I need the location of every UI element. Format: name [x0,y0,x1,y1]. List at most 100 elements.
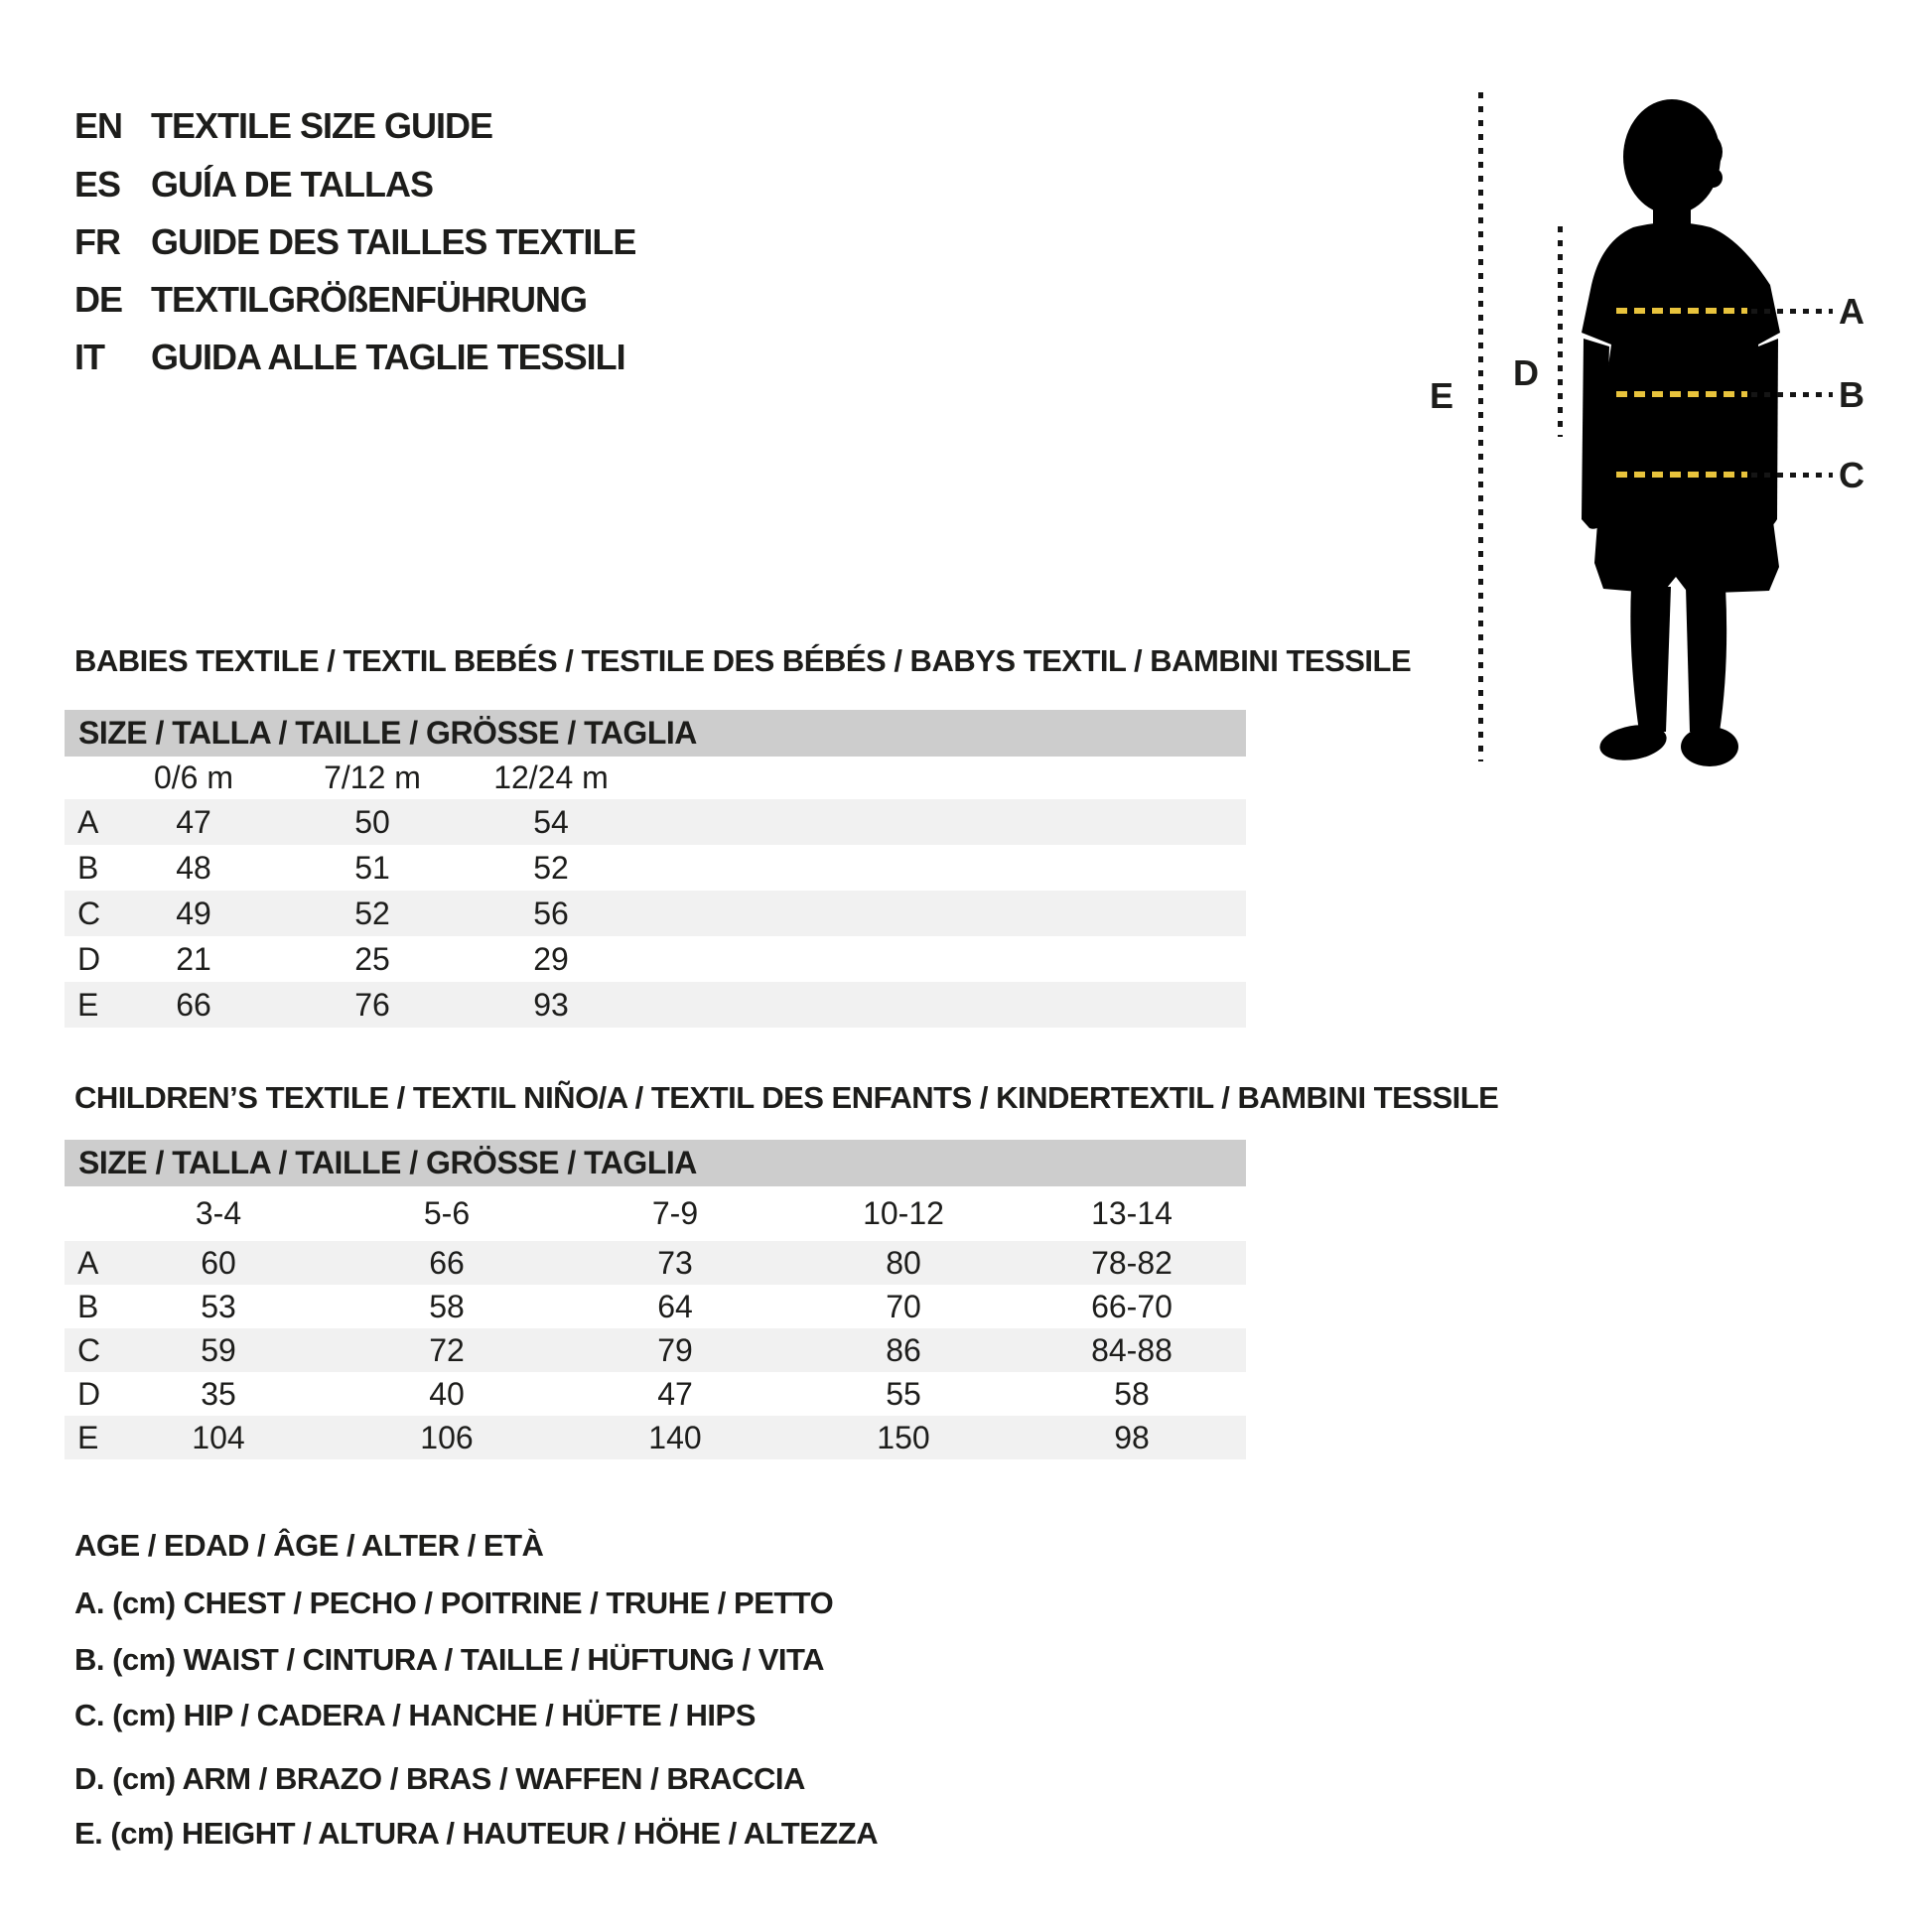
children-size-table: SIZE / TALLA / TAILLE / GRÖSSE / TAGLIA … [65,1140,1246,1459]
language-row-en: EN TEXTILE SIZE GUIDE [74,105,493,146]
column-header: 3-4 [195,1195,242,1231]
table-cell: 79 [657,1331,693,1368]
silhouette-head [1623,99,1721,214]
table-cell: 56 [533,895,569,931]
table-cell: 64 [657,1288,693,1324]
language-title: GUIDA ALLE TAGLIE TESSILI [151,337,626,377]
children-section-title: CHILDREN’S TEXTILE / TEXTIL NIÑO/A / TEX… [74,1080,1499,1115]
table-row: E 66 76 93 [65,982,1246,1028]
babies-section-title: BABIES TEXTILE / TEXTIL BEBÉS / TESTILE … [74,643,1412,678]
table-cell: 106 [420,1419,474,1455]
legend-height: E. (cm) HEIGHT / ALTURA / HAUTEUR / HÖHE… [74,1816,879,1851]
chest-measure-line-a [1616,308,1747,314]
language-code: ES [74,164,121,205]
silhouette-left-arm [1582,339,1609,529]
table-cell: 47 [657,1375,693,1412]
column-header: 7-9 [651,1195,699,1231]
table-row: B 48 51 52 [65,845,1246,891]
measure-label-d: D [1513,352,1539,393]
table-cell: 66 [176,986,211,1023]
table-row: B 53 58 64 70 66-70 [65,1285,1246,1328]
legend-arm: D. (cm) ARM / BRAZO / BRAS / WAFFEN / BR… [74,1761,805,1796]
table-row: C 49 52 56 [65,891,1246,936]
measure-label-e: E [1430,375,1454,416]
silhouette-shorts [1594,483,1779,594]
table-cell: 59 [201,1331,236,1368]
babies-size-header-bar: SIZE / TALLA / TAILLE / GRÖSSE / TAGLIA [65,710,1246,757]
measure-label-a: A [1839,291,1864,332]
silhouette-left-leg [1630,587,1671,732]
table-cell: 140 [648,1419,702,1455]
row-label: A [77,803,99,840]
row-label: D [77,1375,101,1412]
table-cell: 40 [429,1375,465,1412]
language-row-es: ES GUÍA DE TALLAS [74,164,434,205]
row-label: E [77,986,99,1023]
babies-size-table: SIZE / TALLA / TAILLE / GRÖSSE / TAGLIA … [65,710,1246,1028]
language-code: EN [74,105,123,146]
column-header: 10-12 [863,1195,944,1231]
row-label: E [77,1419,99,1455]
language-code: FR [74,221,121,262]
table-cell: 25 [354,940,390,977]
row-label: A [77,1244,99,1281]
table-cell: 53 [201,1288,236,1324]
row-label: D [77,940,101,977]
row-label: C [77,1331,101,1368]
waist-measure-leader-b [1751,392,1833,397]
table-cell: 58 [1114,1375,1150,1412]
legend-waist: B. (cm) WAIST / CINTURA / TAILLE / HÜFTU… [74,1642,825,1677]
table-row: A 47 50 54 [65,799,1246,845]
child-silhouette [1582,99,1780,766]
table-cell: 84-88 [1091,1331,1173,1368]
table-cell: 51 [354,849,390,886]
language-code: DE [74,279,123,320]
language-code: IT [74,337,105,377]
table-cell: 54 [533,803,569,840]
table-row: D 21 25 29 [65,936,1246,982]
table-cell: 76 [354,986,390,1023]
column-header: 5-6 [423,1195,471,1231]
table-row: C 59 72 79 86 84-88 [65,1328,1246,1372]
chest-measure-leader-a [1751,309,1833,314]
silhouette-ear [1703,168,1723,188]
column-header: 13-14 [1091,1195,1173,1231]
table-cell: 49 [176,895,211,931]
table-cell: 78-82 [1091,1244,1173,1281]
language-row-fr: FR GUIDE DES TAILLES TEXTILE [74,221,636,262]
row-label: B [77,1288,99,1324]
table-cell: 50 [354,803,390,840]
table-cell: 66 [429,1244,465,1281]
arm-measure-line-d [1558,226,1563,437]
silhouette-torso [1582,222,1780,483]
table-cell: 66-70 [1091,1288,1173,1324]
row-label: B [77,849,99,886]
row-label: C [77,895,101,931]
table-cell: 93 [533,986,569,1023]
babies-column-header-row: 0/6 m 7/12 m 12/24 m [65,757,1246,799]
legend-chest: A. (cm) CHEST / PECHO / POITRINE / TRUHE… [74,1586,834,1620]
table-cell: 58 [429,1288,465,1324]
column-header: 7/12 m [324,759,421,795]
column-header: 0/6 m [153,759,234,795]
table-cell: 52 [354,895,390,931]
table-cell: 73 [657,1244,693,1281]
waist-measure-line-b [1616,391,1747,397]
table-row: E 104 106 140 150 98 [65,1416,1246,1459]
table-cell: 48 [176,849,211,886]
table-cell: 80 [886,1244,921,1281]
table-cell: 150 [877,1419,930,1455]
table-cell: 60 [201,1244,236,1281]
height-measure-line-e [1478,92,1483,761]
legend-age: AGE / EDAD / ÂGE / ALTER / ETÀ [74,1528,544,1563]
language-row-de: DE TEXTILGRÖßENFÜHRUNG [74,279,588,320]
language-row-it: IT GUIDA ALLE TAGLIE TESSILI [74,337,626,377]
table-cell: 55 [886,1375,921,1412]
table-cell: 29 [533,940,569,977]
hip-measure-leader-c [1751,473,1833,478]
silhouette-right-leg [1686,587,1727,732]
children-column-header-row: 3-4 5-6 7-9 10-12 13-14 [65,1186,1246,1241]
language-title: TEXTILE SIZE GUIDE [151,105,493,146]
measure-label-b: B [1839,374,1864,415]
column-header: 12/24 m [493,759,609,795]
